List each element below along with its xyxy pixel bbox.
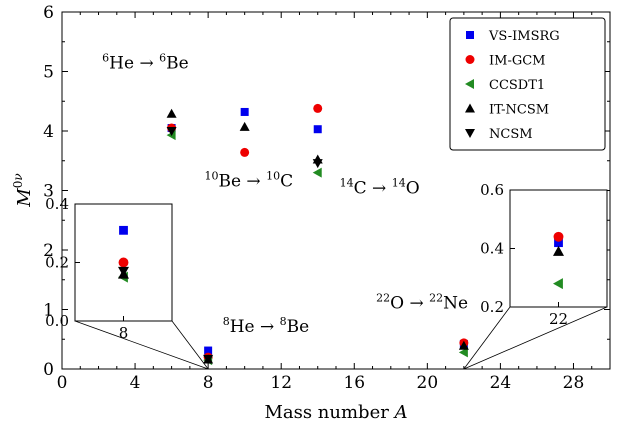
data-point bbox=[458, 340, 469, 350]
legend-marker bbox=[465, 103, 475, 113]
y-tick-label: 3 bbox=[43, 182, 54, 202]
x-axis-label: Mass number A bbox=[264, 402, 407, 423]
inset-connector bbox=[463, 306, 511, 370]
inset-panel: 0.0 0.2 0.4 8 bbox=[45, 195, 209, 370]
inset-x-tick-label: 22 bbox=[549, 310, 568, 328]
x-tick-label: 0 bbox=[57, 373, 68, 393]
legend-marker bbox=[466, 31, 474, 39]
y-tick-label: 4 bbox=[43, 122, 54, 142]
plot-frame bbox=[61, 11, 611, 370]
data-point bbox=[312, 159, 323, 169]
y-tick-label: 2 bbox=[43, 241, 54, 261]
inset-data-point bbox=[553, 245, 564, 256]
inset-y-tick-label: 0.2 bbox=[45, 254, 69, 272]
inset-data-point bbox=[553, 278, 563, 290]
legend-label: VS-IMSRG bbox=[488, 29, 560, 44]
x-tick-label: 12 bbox=[270, 373, 292, 393]
inset-data-point bbox=[118, 266, 129, 277]
legend-box bbox=[449, 17, 606, 151]
inset-data-point bbox=[553, 231, 564, 242]
inset-y-tick-label: 0.4 bbox=[480, 240, 504, 258]
inset-data-point bbox=[554, 238, 563, 248]
y-tick-label: 6 bbox=[43, 3, 54, 23]
data-point bbox=[203, 354, 214, 364]
legend-marker bbox=[465, 55, 475, 64]
data-point bbox=[166, 127, 177, 136]
y-tick-label: 5 bbox=[43, 63, 54, 83]
legend: VS-IMSRG IM-GCM CCSDT1 IT-NCSM NCSM bbox=[449, 17, 606, 151]
legend-label: CCSDT1 bbox=[489, 78, 545, 93]
data-point bbox=[240, 107, 249, 116]
inset-data-point bbox=[118, 257, 129, 268]
data-point bbox=[204, 346, 213, 355]
x-tick-label: 16 bbox=[343, 373, 365, 393]
inset-x-tick-label: 8 bbox=[119, 324, 129, 342]
y-tick-label: 1 bbox=[43, 301, 54, 321]
data-point bbox=[313, 103, 323, 113]
data-point bbox=[239, 121, 250, 131]
inset-panel: 0.2 0.4 0.6 22 bbox=[463, 181, 608, 370]
data-point bbox=[458, 347, 468, 358]
legend-label: IT-NCSM bbox=[489, 103, 549, 118]
legend-marker bbox=[465, 79, 474, 89]
x-tick-label: 8 bbox=[203, 373, 214, 393]
legend-label: IM-GCM bbox=[489, 54, 545, 69]
data-point bbox=[240, 147, 250, 157]
legend-marker bbox=[465, 129, 475, 138]
svg-text:M0ν: M0ν bbox=[11, 173, 35, 207]
x-tick-label: 28 bbox=[563, 373, 585, 393]
legend-label: NCSM bbox=[489, 127, 533, 142]
reaction-label: 10Be → 10C bbox=[204, 169, 293, 191]
annotations: 6He → 6Be 10Be → 10C 14C → 14O 8He → 8Be 22O… bbox=[102, 52, 468, 338]
inset-y-tick-label: 0.4 bbox=[45, 195, 69, 213]
reaction-label: 22O → 22Ne bbox=[376, 291, 468, 313]
inset-data-point bbox=[119, 225, 128, 235]
inset-connector bbox=[463, 306, 608, 370]
data-point bbox=[166, 108, 177, 118]
inset-y-tick-label: 0.6 bbox=[480, 181, 504, 199]
reaction-label: 14C → 14O bbox=[340, 176, 420, 198]
data-point bbox=[312, 167, 322, 178]
x-tick-label: 4 bbox=[130, 373, 141, 393]
x-tick-label: 24 bbox=[490, 373, 512, 393]
y-axis-label: M0ν bbox=[11, 173, 35, 207]
x-tick-label: 20 bbox=[417, 373, 439, 393]
reaction-label: 6He → 6Be bbox=[102, 52, 189, 74]
insets: 0.0 0.2 0.4 8 0.2 0.4 0.6 22 bbox=[45, 181, 608, 370]
y-tick-label: 0 bbox=[43, 360, 54, 380]
inset-connector bbox=[171, 320, 209, 370]
main-points bbox=[166, 103, 469, 366]
reaction-label: 8He → 8Be bbox=[223, 315, 310, 337]
inset-y-tick-label: 0.0 bbox=[45, 312, 69, 330]
inset-connector bbox=[74, 320, 209, 370]
data-point bbox=[313, 125, 322, 134]
inset-y-tick-label: 0.2 bbox=[480, 298, 504, 316]
